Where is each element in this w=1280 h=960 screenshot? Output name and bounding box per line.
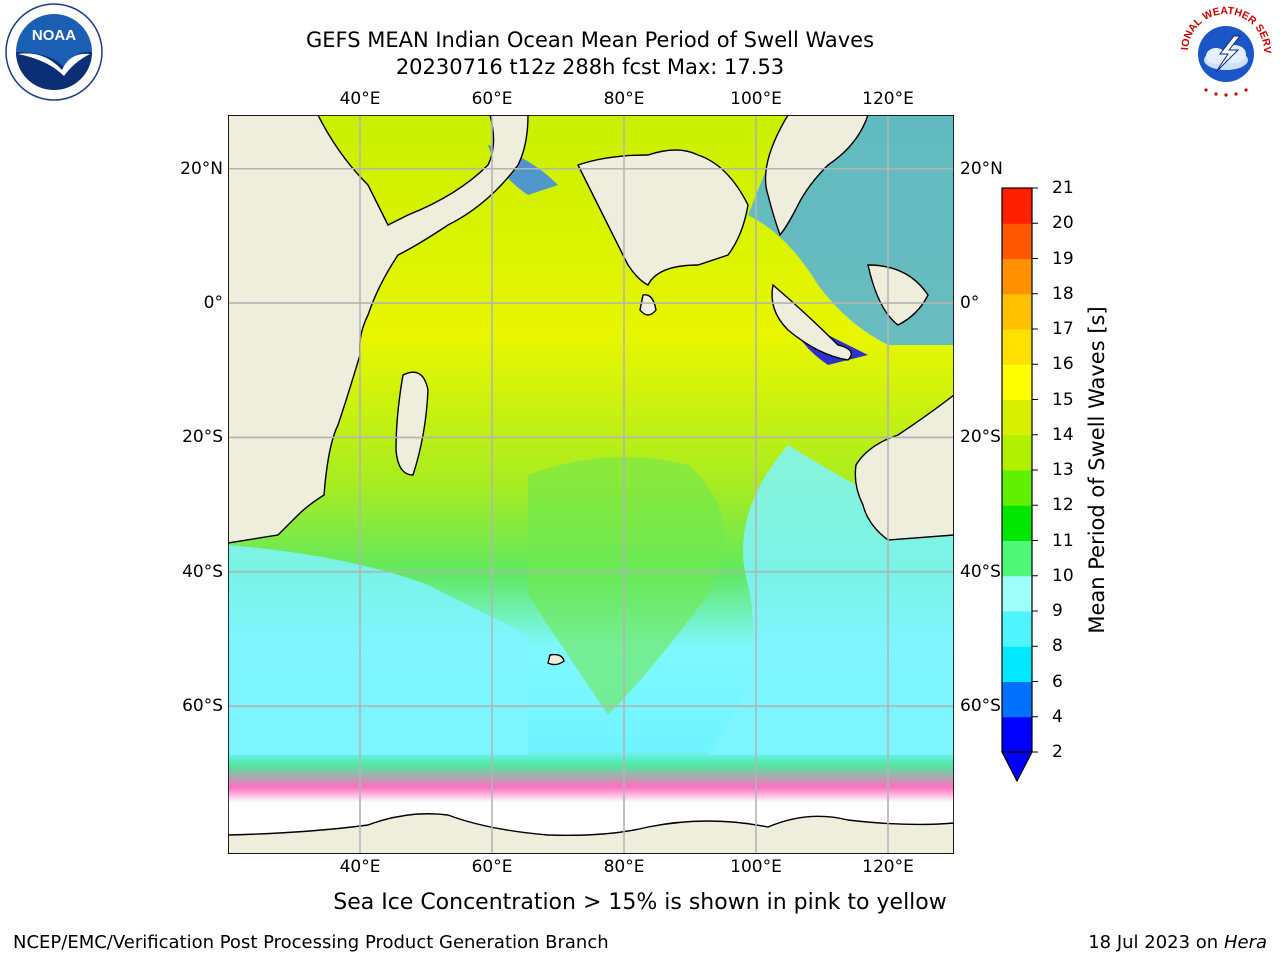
colorbar-segment (1002, 646, 1032, 682)
lon-label-bottom: 60°E (471, 857, 513, 877)
colorbar-title: Mean Period of Swell Waves [s] (1085, 306, 1109, 634)
lat-label-left: 60°S (182, 696, 223, 717)
lon-label-top: 100°E (730, 89, 782, 109)
colorbar-tick-label: 21 (1052, 178, 1074, 198)
colorbar-segment (1002, 611, 1032, 647)
colorbar (1001, 187, 1038, 783)
colorbar-tick-label: 17 (1052, 319, 1074, 339)
lat-label-left: 40°S (182, 561, 223, 582)
lat-label-left: 20°N (180, 158, 223, 179)
nws-logo: NATIONAL WEATHER SERVICE (1175, 2, 1273, 99)
lon-label-bottom: 100°E (730, 857, 782, 877)
colorbar-tick-label: 14 (1052, 424, 1074, 445)
colorbar-segment (1002, 258, 1032, 295)
sea-ice-caption: Sea Ice Concentration > 15% is shown in … (333, 890, 947, 915)
colorbar-segment (1002, 540, 1032, 577)
lat-label-right: 40°S (960, 561, 1001, 582)
colorbar-tick-label: 2 (1052, 742, 1063, 762)
colorbar-segment (1002, 575, 1032, 612)
footer-date: 18 Jul 2023 on Hera (1088, 932, 1267, 954)
map-panel (228, 115, 954, 854)
footer-branch: NCEP/EMC/Verification Post Processing Pr… (13, 932, 609, 953)
lon-label-bottom: 80°E (603, 857, 645, 877)
land-masses (228, 115, 954, 854)
colorbar-segment (1002, 188, 1032, 224)
colorbar-tick-label: 9 (1052, 601, 1063, 621)
chart-subtitle: 20230716 t12z 288h fcst Max: 17.53 (395, 55, 785, 79)
lat-label-right: 20°N (960, 158, 1003, 179)
colorbar-tick-label: 6 (1052, 671, 1063, 692)
colorbar-tick-label: 13 (1052, 460, 1074, 480)
colorbar-segment (1002, 364, 1032, 400)
colorbar-tick-label: 4 (1052, 706, 1063, 727)
colorbar-tick-label: 20 (1052, 213, 1074, 234)
colorbar-segment (1002, 329, 1032, 365)
lat-label-right: 0° (960, 293, 980, 314)
colorbar-segment (1002, 399, 1032, 436)
colorbar-segment (1002, 505, 1032, 541)
lon-label-bottom: 120°E (862, 857, 914, 877)
chart-title: GEFS MEAN Indian Ocean Mean Period of Sw… (305, 28, 875, 52)
colorbar-segment (1002, 716, 1032, 753)
colorbar-tick-label: 11 (1052, 530, 1074, 551)
colorbar-tick-label: 10 (1052, 565, 1074, 586)
colorbar-segment (1002, 223, 1032, 259)
colorbar-tick-label: 12 (1052, 495, 1074, 516)
colorbar-tick-label: 8 (1052, 636, 1063, 657)
lat-label-right: 60°S (960, 696, 1001, 717)
lon-label-top: 120°E (862, 89, 914, 109)
lon-label-bottom: 40°E (339, 857, 381, 877)
colorbar-extend-min (1001, 751, 1033, 783)
footer-machine: Hera (1223, 932, 1267, 953)
lat-label-left: 20°S (182, 427, 223, 448)
colorbar-tick-label: 16 (1052, 354, 1074, 375)
colorbar-tick-label: 18 (1052, 283, 1074, 304)
lon-label-top: 60°E (471, 89, 513, 109)
lon-label-top: 40°E (339, 89, 381, 109)
graticule (228, 115, 954, 854)
colorbar-segment (1002, 293, 1032, 330)
colorbar-tick-label: 15 (1052, 389, 1074, 410)
colorbar-segment (1002, 681, 1032, 718)
lon-label-top: 80°E (603, 89, 645, 109)
lat-label-right: 20°S (960, 427, 1001, 448)
colorbar-segment (1002, 434, 1032, 471)
colorbar-tick-label: 19 (1052, 248, 1074, 269)
noaa-logo-text: NOAA (32, 27, 76, 44)
lat-label-left: 0° (203, 293, 223, 314)
colorbar-segment (1002, 470, 1032, 506)
footer-date-text: 18 Jul 2023 on (1088, 932, 1224, 953)
noaa-logo: NOAA (5, 3, 103, 101)
